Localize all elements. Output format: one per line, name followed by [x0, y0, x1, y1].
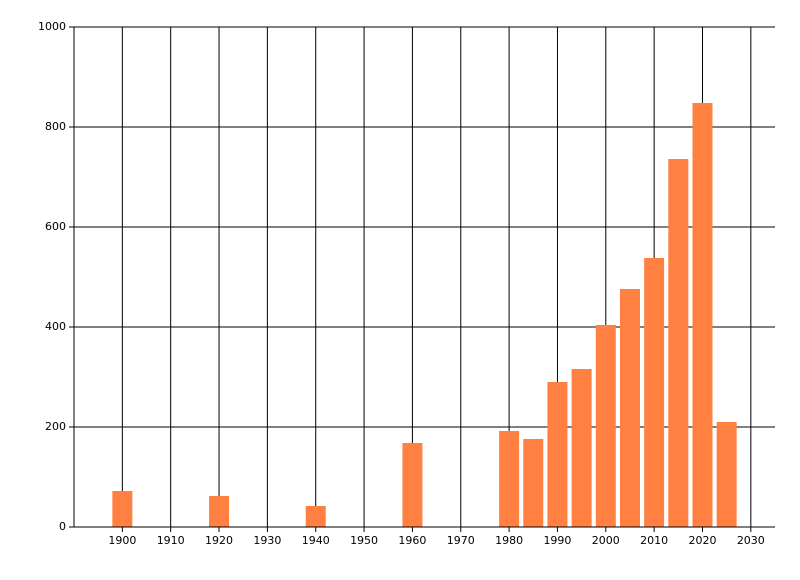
x-tick-label: 1990	[543, 534, 571, 547]
x-tick-label: 2000	[592, 534, 620, 547]
x-tick-label: 2010	[640, 534, 668, 547]
bar	[499, 431, 520, 527]
bar	[692, 103, 713, 527]
bar	[571, 369, 592, 527]
bar	[523, 439, 544, 527]
bar	[112, 491, 133, 527]
x-tick-label: 1950	[350, 534, 378, 547]
bar	[716, 422, 737, 527]
bar	[619, 289, 640, 527]
bar	[644, 258, 665, 527]
y-tick-label: 800	[45, 120, 66, 133]
y-tick-label: 1000	[38, 20, 66, 33]
y-tick-label: 400	[45, 320, 66, 333]
x-tick-label: 2030	[737, 534, 765, 547]
x-tick-label: 1970	[447, 534, 475, 547]
bar	[209, 496, 230, 527]
bar	[305, 506, 326, 527]
x-tick-label: 1910	[157, 534, 185, 547]
bar	[668, 159, 689, 527]
x-tick-label: 1930	[253, 534, 281, 547]
x-tick-label: 1920	[205, 534, 233, 547]
bar	[402, 443, 423, 527]
x-tick-label: 1900	[108, 534, 136, 547]
y-tick-label: 0	[59, 520, 66, 533]
y-tick-label: 200	[45, 420, 66, 433]
x-tick-label: 1940	[302, 534, 330, 547]
bar	[595, 325, 616, 527]
bar	[547, 382, 568, 527]
x-tick-label: 1980	[495, 534, 523, 547]
x-tick-label: 1960	[398, 534, 426, 547]
y-tick-label: 600	[45, 220, 66, 233]
x-tick-label: 2020	[688, 534, 716, 547]
